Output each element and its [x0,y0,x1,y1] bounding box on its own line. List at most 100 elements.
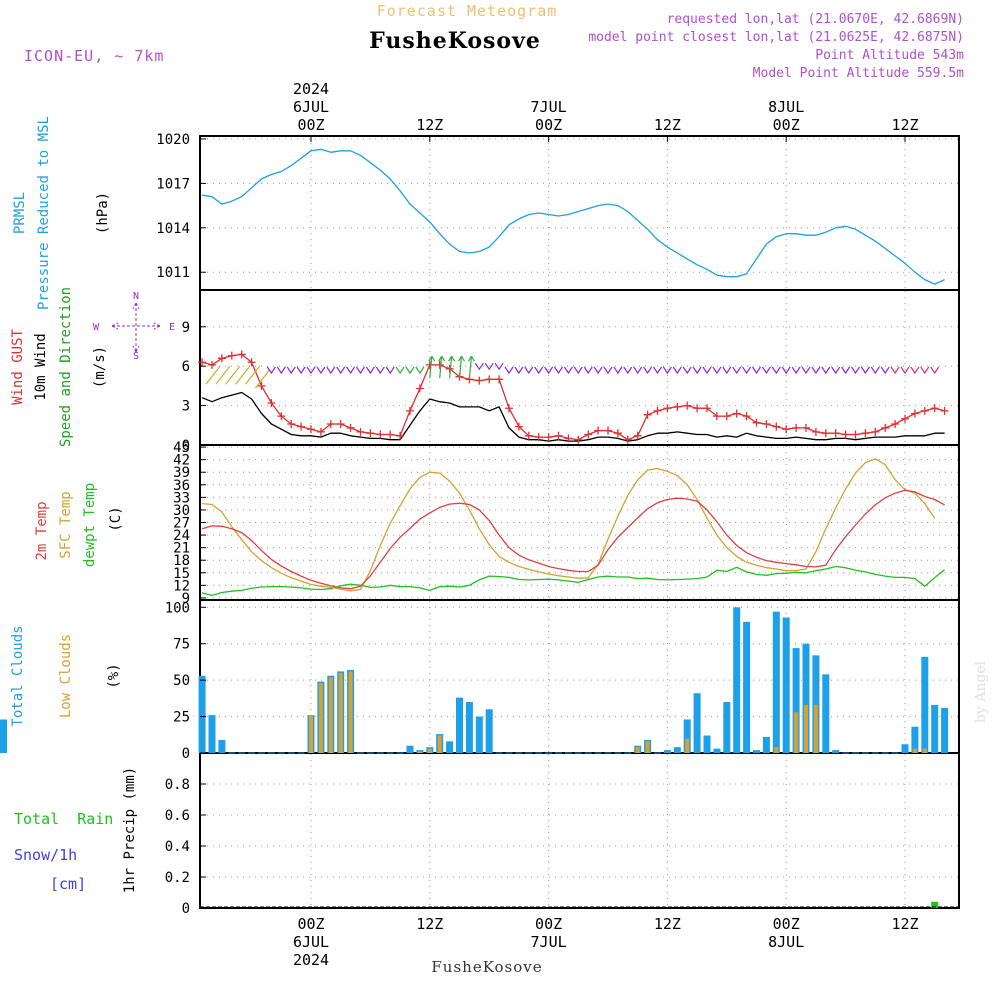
gust-point [712,412,721,421]
low-cloud-bar [348,671,353,753]
wind-panel-labels: Wind GUST 10m Wind Speed and Direction (… [10,287,108,447]
wind-arrow [474,362,484,371]
wind-arrow [544,366,554,375]
wind-arrow [448,355,456,379]
low-cloud-bar [635,747,640,753]
wind-arrow [841,366,851,375]
wind-arrow [811,366,821,375]
gust-point [772,422,781,431]
compass-n: N [133,291,139,302]
gust-point [920,406,929,415]
wind-arrow [296,366,306,375]
y-tick-label: 15 [173,566,190,582]
wind-arrow [356,366,365,375]
gust-point [604,426,612,435]
wind-arrow [205,365,221,385]
wind-arrow [801,366,811,375]
gust-point [257,381,266,390]
gust-point [881,423,890,432]
y-tick-label: 9 [182,591,190,607]
total-cloud-bar [931,704,939,753]
gust-point [930,404,939,413]
gust-point [524,431,533,440]
y-tick-label: 24 [173,528,190,544]
wind-arrow [336,366,346,375]
gust-point [643,410,652,419]
wind-arrow [276,366,286,375]
wind-arrow [583,366,593,375]
wind-arrow [613,366,623,375]
wind-arrow [930,366,940,375]
clouds-label-low: Low Clouds [58,634,74,718]
total-cloud-bar [683,719,691,753]
y-tick-label: 33 [173,490,190,506]
gust-point [495,375,504,384]
gust-point [831,429,840,438]
gust-point [891,419,900,428]
gust-point [475,376,484,385]
total-cloud-bar [218,739,226,753]
low-cloud-bar [645,741,650,753]
wind-arrow [266,366,276,375]
wind-arrow [346,366,356,375]
y-tick-label: 0 [182,438,190,454]
gust-point [722,412,731,421]
wind-arrow [870,366,880,375]
time-label-top: 12Z [416,116,443,134]
y-tick-label: 21 [173,541,190,557]
y-tick-label: 9 [182,320,190,336]
gust-point [208,360,216,369]
gust-point [554,431,563,440]
gust-point [861,429,870,438]
gust-point [901,414,909,423]
info-model-point: model point closest lon,lat (21.0625E, 4… [588,30,964,45]
gust-point [366,429,375,438]
wind-label-10m: 10m Wind [33,333,49,400]
low-cloud-bar [427,748,432,753]
wind-arrow [524,366,534,375]
low-cloud-bar [318,683,323,753]
credit-watermark: by Angel [973,660,989,723]
gust-point [683,401,692,410]
gust-point [307,425,315,434]
total-cloud-bar [832,750,840,753]
gust-point [297,422,306,431]
gust-point [247,358,256,367]
y-tick-label: 1017 [156,176,190,192]
model-name: ICON-EU, ~ 7km [24,47,164,65]
wind-arrow [851,366,860,375]
wind-arrow [225,365,241,385]
y-tick-label: 27 [173,516,190,532]
time-label-top: 12Z [891,116,918,134]
precip-label-snow: Snow/1h [14,846,77,864]
wind-arrow [821,366,831,375]
low-cloud-bar [912,748,917,753]
wind-arrow [514,366,524,375]
time-label-bottom: 00Z [773,915,800,933]
wind-arrow [672,366,682,375]
time-label-bottom: 00Z [297,915,324,933]
wind-arrow [860,366,870,375]
total-cloud-bar [782,617,790,753]
y-tick-label: 0.8 [165,777,190,793]
wind-arrow [722,366,732,375]
wind-arrow [920,366,930,375]
y-tick-label: 6 [182,359,190,375]
wind-label-direction: Speed and Direction [58,287,74,447]
y-tick-label: 45 [173,440,190,456]
total-cloud-bar [802,643,810,753]
precip-label-snow-unit: [cm] [50,875,86,893]
y-tick-label: 75 [173,637,190,653]
wind-arrow [623,366,633,375]
gust-point [752,418,761,427]
gust-point [732,409,741,418]
wind-arrow [702,366,712,375]
total-cloud-bar [822,674,830,753]
gust-point [415,384,424,393]
wind-arrow [306,366,316,375]
total-cloud-bar [0,719,7,753]
info-requested: requested lon,lat (21.0670E, 42.6869N) [667,12,964,27]
wind-arrow [633,366,643,375]
info-model-altitude: Model Point Altitude 559.5m [753,66,964,81]
